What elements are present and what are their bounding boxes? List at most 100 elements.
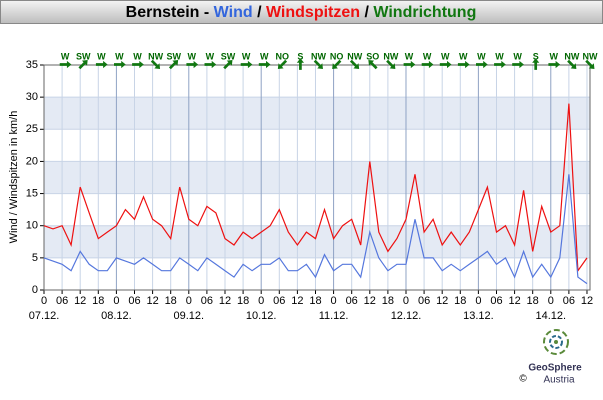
direction-label: W [405, 51, 414, 61]
x-tick-label: 0 [331, 295, 337, 307]
title-part: Wind [214, 4, 253, 21]
y-axis-label: Wind / Windspitzen in km/h [8, 111, 20, 244]
direction-arrow [186, 60, 199, 69]
direction-arrow [512, 60, 524, 69]
title-part: Bernstein - [126, 4, 214, 21]
x-tick-label: 18 [92, 295, 104, 307]
plot-border [43, 64, 591, 291]
y-tick-label: 35 [26, 59, 38, 71]
direction-label: W [133, 51, 142, 61]
direction-label: W [441, 51, 450, 61]
x-tick-label: 06 [563, 295, 575, 307]
direction-label: W [513, 51, 522, 61]
title-part: Windrichtung [373, 4, 476, 21]
direction-arrow [386, 59, 396, 69]
direction-arrow [296, 58, 305, 70]
date-label: 12.12. [391, 310, 422, 322]
x-tick-label: 0 [475, 295, 481, 307]
direction-label: NW [148, 51, 163, 61]
direction-label: SW [76, 51, 91, 61]
direction-arrow [439, 60, 452, 69]
direction-arrow [223, 60, 233, 70]
direction-label: W [550, 51, 559, 61]
x-tick-label: 0 [41, 295, 47, 307]
x-tick-label: 12 [219, 295, 231, 307]
date-label: 14.12. [535, 310, 566, 322]
direction-arrow [349, 59, 360, 69]
x-tick-label: 06 [128, 295, 140, 307]
y-tick-label: 5 [32, 252, 38, 264]
date-label: 08.12. [101, 310, 132, 322]
footer-logo [543, 329, 569, 355]
direction-arrow [258, 60, 271, 69]
direction-label: W [495, 51, 504, 61]
direction-arrow [150, 59, 161, 69]
y-tick-label: 20 [26, 155, 38, 167]
footer-country: Austria [543, 375, 575, 386]
x-tick-label: 06 [201, 295, 213, 307]
direction-label: NO [276, 51, 290, 61]
footer-brand: GeoSphere [528, 363, 582, 374]
direction-arrow [567, 59, 577, 69]
direction-label: NW [347, 51, 362, 61]
date-label: 11.12. [319, 310, 349, 322]
x-tick-label: 0 [548, 295, 554, 307]
direction-label: W [206, 51, 215, 61]
direction-label: NW [311, 51, 326, 61]
direction-arrow [168, 60, 179, 70]
direction-arrow [548, 60, 561, 69]
x-tick-label: 0 [258, 295, 264, 307]
direction-label: W [477, 51, 486, 61]
date-label: 13.12. [463, 310, 494, 322]
direction-label: W [260, 51, 269, 61]
chart-title: Bernstein - Wind / Windspitzen / Windric… [126, 4, 477, 21]
series-line [43, 103, 588, 273]
grid-band [44, 225, 590, 258]
direction-label: NW [383, 51, 398, 61]
direction-label: W [242, 51, 251, 61]
y-tick-label: 10 [26, 220, 38, 232]
x-tick-label: 12 [364, 295, 376, 307]
direction-label: NW [564, 51, 579, 61]
y-tick-label: 30 [26, 91, 38, 103]
x-tick-label: 18 [382, 295, 394, 307]
x-tick-label: 18 [237, 295, 249, 307]
series-line [43, 174, 588, 285]
direction-label: W [188, 51, 197, 61]
direction-arrow [240, 60, 253, 69]
x-tick-label: 06 [273, 295, 285, 307]
x-tick-label: 18 [309, 295, 321, 307]
direction-arrow [421, 60, 434, 69]
title-part: Windspitzen [266, 4, 360, 21]
direction-label: SO [366, 51, 379, 61]
grid-band [44, 161, 590, 194]
direction-arrow [368, 60, 378, 70]
direction-label: W [97, 51, 106, 61]
direction-arrow [95, 60, 108, 69]
x-tick-label: 12 [74, 295, 86, 307]
direction-arrow [313, 59, 323, 69]
direction-arrow [277, 59, 288, 69]
title-part: / [253, 4, 266, 21]
direction-arrow [114, 60, 126, 69]
x-tick-label: 06 [490, 295, 502, 307]
footer-copyright: © [519, 374, 527, 385]
direction-arrow [78, 60, 88, 70]
direction-label: W [459, 51, 468, 61]
title-part: / [360, 4, 373, 21]
direction-arrow [132, 60, 144, 69]
direction-arrow [494, 60, 506, 69]
direction-label: W [115, 51, 124, 61]
direction-label: S [533, 51, 539, 61]
direction-arrow [204, 60, 217, 69]
x-tick-label: 0 [113, 295, 119, 307]
direction-label: W [423, 51, 432, 61]
direction-label: NO [330, 51, 344, 61]
direction-label: SW [221, 51, 236, 61]
x-tick-label: 12 [508, 295, 520, 307]
direction-label: SW [166, 51, 181, 61]
direction-label: W [61, 51, 70, 61]
y-tick-label: 25 [26, 123, 38, 135]
direction-arrow [585, 59, 595, 69]
